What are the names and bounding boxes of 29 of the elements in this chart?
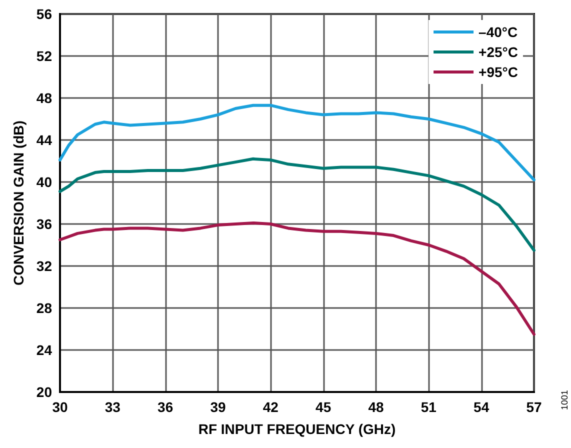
legend-label: +25°C [478,44,518,60]
y-tick-label: 28 [36,300,52,316]
x-tick-label: 54 [474,399,490,415]
legend-label: –40°C [478,24,518,40]
text: 1001 [560,390,570,410]
y-axis-title: CONVERSION GAIN (dB) [10,120,27,286]
x-tick-label: 51 [420,399,437,415]
line-series [58,157,536,252]
y-tick-label: 56 [36,6,52,22]
legend-label: +95°C [478,64,518,80]
y-tick-label: 52 [36,48,52,64]
x-tick-label: 36 [158,399,174,415]
x-tick-label: 33 [104,399,121,415]
y-tick-label: 40 [36,174,52,190]
x-tick-label: 45 [316,399,332,415]
y-tick-label: 48 [36,90,52,106]
x-axis-title: RF INPUT FREQUENCY (GHz) [198,421,396,437]
x-tick-label: 57 [526,399,542,415]
x-tick-label: 42 [262,399,279,415]
y-tick-label: 24 [36,342,52,358]
x-tick-label: 39 [210,399,226,415]
line-series [58,221,536,336]
y-tick-label: 32 [36,258,52,274]
y-tick-label: 20 [36,384,52,400]
x-tick-label: 30 [52,399,68,415]
y-tick-label: 36 [36,216,52,232]
line-series [58,104,536,182]
y-tick-label: 44 [36,132,52,148]
x-tick-label: 48 [368,399,384,415]
